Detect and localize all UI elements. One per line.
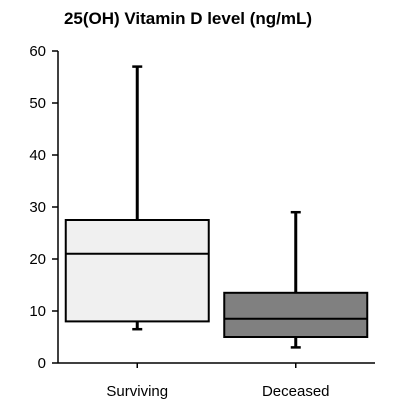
y-tick-label: 60 <box>29 43 46 60</box>
box-surviving: Surviving <box>64 65 210 400</box>
y-tick-label: 50 <box>29 95 46 112</box>
x-category-label: Deceased <box>262 383 330 400</box>
box-deceased: Deceased <box>223 210 369 400</box>
x-category-label: Surviving <box>106 383 168 400</box>
y-tick-label: 0 <box>38 355 46 372</box>
y-tick-label: 40 <box>29 147 46 164</box>
boxes: Surviving Deceased <box>64 65 369 400</box>
y-tick-label: 30 <box>29 199 46 216</box>
y-tick-label: 20 <box>29 251 46 268</box>
iqr-box <box>223 291 369 338</box>
iqr-box <box>64 219 210 323</box>
chart-title: 25(OH) Vitamin D level (ng/mL) <box>64 9 312 28</box>
y-tick-label: 10 <box>29 303 46 320</box>
y-axis: 0 10 20 30 40 50 60 <box>29 43 59 372</box>
